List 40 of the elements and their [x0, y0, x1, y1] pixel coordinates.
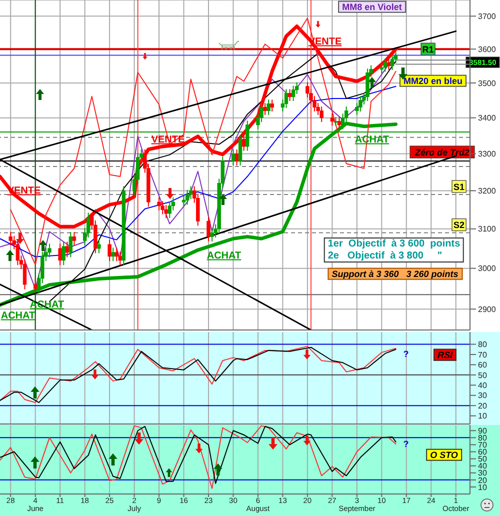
- y-tick-label: 20: [478, 476, 488, 485]
- ref-line-label: S2: [454, 220, 465, 230]
- annotation: Support à 3 360 3 260 points: [328, 268, 462, 280]
- y-tick-label: 3000: [478, 264, 496, 274]
- y-tick-label: 3300: [478, 150, 496, 159]
- y-tick-label: 10: [478, 482, 488, 492]
- ref-line-label: R1: [422, 44, 434, 54]
- annotation: ?: [403, 438, 409, 450]
- y-tick-label: 80: [478, 340, 488, 350]
- y-tick-label: 20: [478, 401, 488, 410]
- y-tick-label: 70: [478, 440, 488, 450]
- y-tick-label: 2900: [478, 304, 496, 314]
- y-tick-label: 30: [478, 468, 488, 478]
- y-tick-label: 3400: [478, 114, 496, 123]
- annotation: 1er Objectif à 3 600 points 2e Objectif à 3 800 ": [324, 238, 464, 262]
- y-tick-label: 50: [478, 370, 488, 380]
- annotation: MM20 en bleu: [399, 74, 467, 88]
- y-tick-label: 3500: [478, 78, 496, 88]
- ref-line-label: Zéro de Trd2: [414, 147, 470, 158]
- annotation: MM8 en Violet: [338, 0, 406, 14]
- annotation: ACHAT: [0, 310, 36, 322]
- y-tick-label: 10: [478, 412, 488, 421]
- ref-line-label: S1: [454, 182, 465, 192]
- y-tick-label: 30: [478, 391, 488, 400]
- y-tick-label: 40: [478, 462, 488, 471]
- text: O STO: [426, 448, 462, 462]
- y-tick-label: 60: [478, 448, 488, 457]
- y-tick-label: 90: [478, 426, 488, 436]
- text: RSI: [433, 348, 457, 362]
- y-tick-label: 3100: [478, 224, 496, 234]
- y-tick-label: 70: [478, 350, 488, 360]
- y-tick-label: 3700: [478, 12, 496, 21]
- y-tick-label: 80: [478, 434, 488, 443]
- annotation: ?: [403, 348, 409, 360]
- y-tick-label: 60: [478, 360, 488, 370]
- y-tick-label: 3600: [478, 44, 496, 54]
- y-tick-label: 40: [478, 380, 488, 390]
- annotation: ACHAT: [206, 250, 242, 262]
- y-tick-label: 3200: [478, 186, 496, 196]
- y-tick-label: 50: [478, 454, 488, 464]
